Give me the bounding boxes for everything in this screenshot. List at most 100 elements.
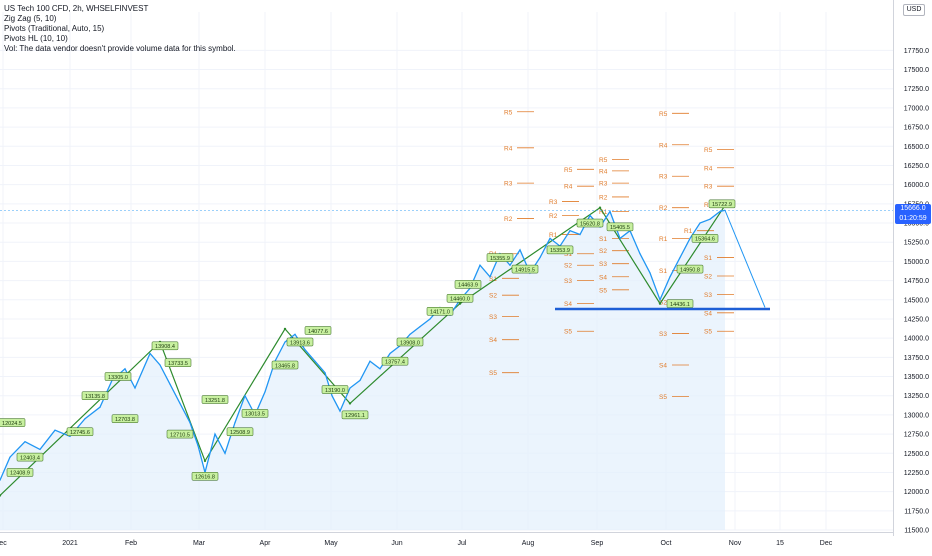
hl-label-box — [304, 326, 332, 335]
pivot-label: S3 — [704, 292, 712, 299]
hl-label-text: 12616.8 — [195, 475, 215, 481]
hl-label-box — [341, 410, 369, 420]
pivot-label: R3 — [659, 174, 668, 181]
indicator-pivots-hl[interactable]: Pivots HL (10, 10) — [4, 34, 68, 43]
y-tick-label: 15500.0 — [904, 221, 929, 228]
x-tick-label: Apr — [260, 540, 272, 547]
hl-label-text: 13913.6 — [290, 340, 310, 346]
pivot-label: S3 — [564, 278, 572, 285]
zigzag-vertex — [658, 302, 662, 305]
hl-label-box — [226, 427, 254, 437]
price-point — [339, 410, 341, 412]
hl-label-text: 15722.9 — [712, 202, 732, 208]
hl-label-text: 12961.1 — [345, 413, 365, 419]
pivot-label: S2 — [659, 300, 667, 307]
annotations — [0, 209, 893, 311]
y-tick-label: 11750.0 — [904, 508, 929, 515]
hl-label-box — [0, 418, 26, 427]
hl-label-text: 13190.0 — [325, 388, 345, 394]
x-tick-label: Feb — [125, 540, 137, 547]
hl-label-box — [511, 264, 539, 274]
pivot-label: R2 — [599, 194, 608, 201]
pivot-label: S4 — [599, 274, 607, 281]
price-point — [331, 395, 333, 397]
indicator-pivots[interactable]: Pivots (Traditional, Auto, 15) — [4, 24, 105, 33]
hl-label-text: 12024.5 — [2, 421, 22, 427]
price-axis[interactable]: 17750.0 17500.0 17250.0 17000.0 16750.0 16500… — [893, 0, 932, 536]
pivot-label: S5 — [659, 394, 667, 401]
hl-label-box — [286, 337, 314, 347]
price-point — [719, 210, 721, 213]
y-tick-label: 17750.0 — [904, 48, 929, 55]
currency-label[interactable]: USD — [903, 4, 925, 16]
price-point — [314, 360, 316, 362]
hl-label-box — [381, 356, 409, 366]
x-tick-label: Dec — [820, 540, 833, 547]
price-point — [679, 256, 681, 259]
pivot-label: S3 — [489, 314, 497, 321]
y-tick-label: 13500.0 — [904, 374, 929, 381]
price-point — [519, 249, 521, 251]
price-point — [294, 333, 296, 335]
hl-label-box — [691, 234, 719, 243]
symbol-title[interactable]: US Tech 100 CFD, 2h, WHSELFINVEST — [4, 4, 149, 13]
current-price: 15666.0 — [900, 205, 926, 213]
indicator-zigzag[interactable]: Zig Zag (5, 10) — [4, 14, 57, 23]
price-point — [539, 256, 541, 259]
indicator-volume[interactable]: Vol: The data vendor doesn't provide vol… — [4, 44, 236, 53]
hl-label-text: 15353.9 — [550, 248, 570, 254]
hl-label-box — [241, 409, 269, 418]
price-point — [429, 318, 431, 320]
hl-label-box — [191, 472, 219, 481]
hl-label-box — [454, 280, 482, 289]
price-point — [169, 383, 171, 385]
y-tick-label: 12750.0 — [904, 432, 929, 439]
price-point — [224, 452, 226, 454]
price-point — [649, 272, 651, 274]
price-point — [84, 418, 86, 420]
price-point — [349, 387, 351, 389]
time-axis[interactable]: ec 2021 Feb Mar Apr May Jun Jul Aug Sep Oct Nov 15 De… — [0, 532, 893, 551]
pivot-label: R2 — [704, 202, 713, 209]
pivot-label: S5 — [489, 370, 497, 377]
y-tick-label: 17500.0 — [904, 67, 929, 74]
price-point — [134, 387, 136, 389]
pivot-label: R4 — [704, 165, 713, 172]
x-tick-label: Sep — [591, 540, 604, 547]
price-point — [549, 237, 551, 239]
price-point — [124, 368, 126, 370]
pivot-label: S5 — [599, 287, 607, 294]
hl-label-box — [6, 468, 34, 477]
hl-label-text: 15364.6 — [695, 237, 715, 243]
pivot-label: R1 — [659, 236, 668, 243]
pivot-label: S1 — [704, 255, 712, 262]
price-point — [479, 264, 481, 266]
hl-label-text: 13908.0 — [400, 340, 420, 346]
x-tick-label: Jun — [391, 540, 402, 547]
pivot-label: R1 — [549, 232, 558, 239]
pivot-label: S5 — [564, 329, 572, 336]
hl-label-box — [81, 391, 109, 400]
pivot-label: S1 — [564, 251, 572, 258]
hl-label-text: 13305.0 — [108, 375, 128, 381]
hl-label-text: 14460.0 — [450, 297, 470, 303]
price-point — [179, 402, 181, 404]
price-point — [379, 368, 381, 370]
price-point — [304, 349, 306, 351]
hl-label-box — [151, 341, 179, 351]
hl-label-box — [166, 429, 194, 439]
y-tick-label: 13250.0 — [904, 393, 929, 400]
pivot-label: R3 — [704, 184, 713, 191]
hl-label-text: 12403.4 — [20, 455, 40, 461]
hl-label-text: 13757.4 — [385, 359, 405, 365]
price-point — [99, 406, 101, 408]
pivot-label: S5 — [704, 329, 712, 336]
pivot-label: R5 — [564, 167, 573, 174]
price-point — [589, 214, 591, 216]
hl-label-text: 14950.8 — [680, 267, 700, 273]
hl-label-text: 12508.9 — [230, 430, 250, 436]
hl-label-box — [486, 253, 514, 262]
y-tick-label: 12250.0 — [904, 470, 929, 477]
price-area — [0, 210, 725, 531]
